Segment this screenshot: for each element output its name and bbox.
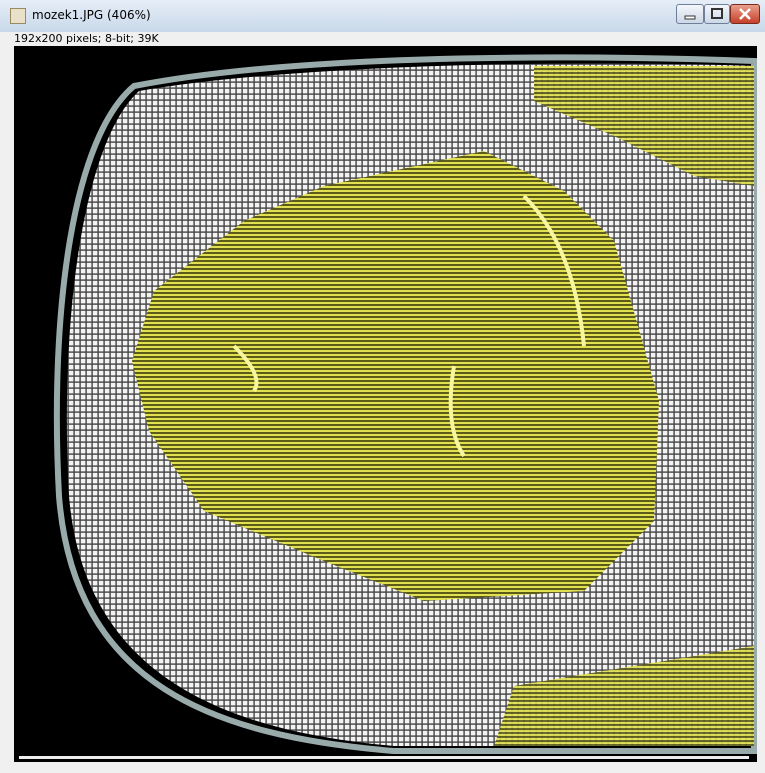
image-canvas [14,46,757,762]
window-title: mozek1.JPG (406%) [32,8,151,22]
close-icon [739,8,751,20]
overlay-highlights [232,194,586,458]
minimize-icon [684,15,696,20]
minimize-button[interactable] [676,4,704,24]
title-bar: mozek1.JPG (406%) [0,0,765,32]
overlay-bottom-right [494,646,754,746]
overlay-top-right [534,66,754,186]
segmentation-overlay [132,151,659,601]
close-button[interactable] [730,4,760,24]
bottom-line [19,756,749,759]
maximize-button[interactable] [704,4,730,24]
app-icon [10,8,26,24]
maximize-icon [711,8,723,19]
image-info: 192x200 pixels; 8-bit; 39K [14,32,159,45]
skull-outline [53,54,757,754]
